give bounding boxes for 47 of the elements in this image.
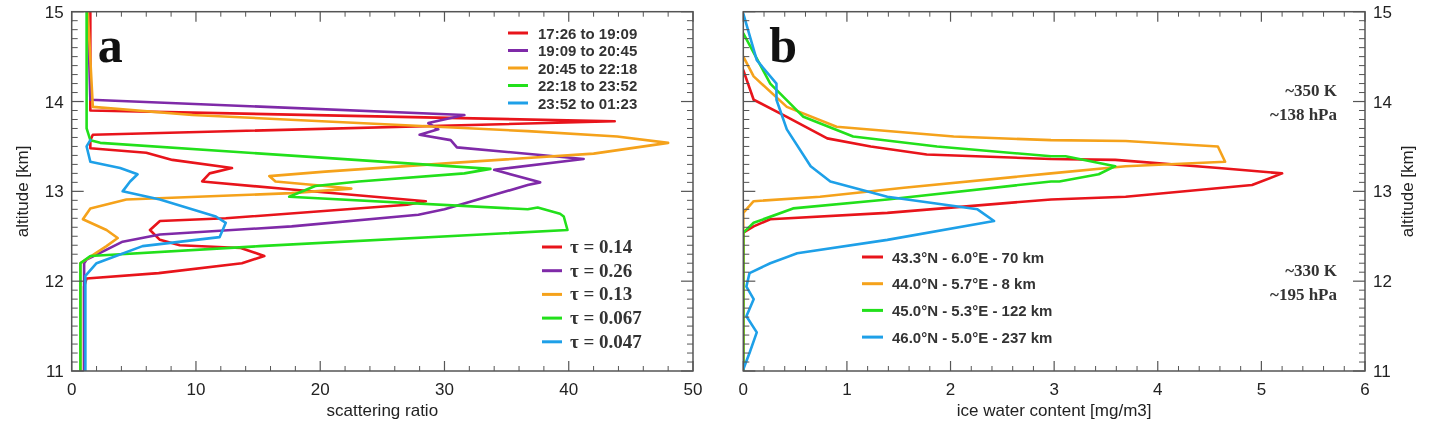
y2-tick-label: 11 <box>1373 362 1391 381</box>
y2-axis-title: altitude [km] <box>1398 145 1417 238</box>
x-tick-label: 6 <box>1360 380 1370 399</box>
x-tick-label: 0 <box>66 380 77 399</box>
annotation: τ = 0.14 <box>570 236 633 257</box>
chart-title: a <box>97 17 123 73</box>
annotation: τ = 0.13 <box>570 283 633 305</box>
x-tick-label: 1 <box>842 380 852 399</box>
y-tick-label: 12 <box>44 272 64 292</box>
annotation: ~350 K <box>1285 81 1338 100</box>
x-tick-label: 10 <box>186 380 206 399</box>
legend-label: 19:09 to 20:45 <box>538 42 638 59</box>
y-axis-title: altitude [km] <box>12 145 32 238</box>
annotation: ~330 K <box>1285 261 1338 280</box>
annotation: τ = 0.067 <box>570 307 643 329</box>
x-tick-label: 40 <box>559 380 579 399</box>
x-axis-title: ice water content [mg/m3] <box>956 401 1152 420</box>
annotation: ~195 hPa <box>1270 285 1338 304</box>
x-tick-label: 2 <box>945 380 956 399</box>
y2-tick-label: 15 <box>1373 2 1392 22</box>
x-axis-title: scattering ratio <box>326 401 439 420</box>
legend-label: 43.3°N - 6.0°E - 70 km <box>892 248 1045 266</box>
x-tick-label: 20 <box>310 380 330 399</box>
x-tick-label: 4 <box>1153 380 1163 399</box>
legend-label: 44.0°N - 5.7°E - 8 km <box>892 275 1036 293</box>
legend-label: 17:26 to 19:09 <box>538 24 638 42</box>
legend-label: 46.0°N - 5.0°E - 237 km <box>892 328 1053 346</box>
x-tick-label: 5 <box>1256 380 1267 399</box>
annotation: τ = 0.047 <box>570 330 643 352</box>
x-tick-label: 0 <box>738 380 749 399</box>
annotation: ~138 hPa <box>1270 105 1338 124</box>
legend-label: 20:45 to 22:18 <box>538 59 638 77</box>
y2-tick-label: 13 <box>1373 182 1392 202</box>
x-tick-label: 30 <box>435 380 454 399</box>
legend-label: 23:52 to 01:23 <box>538 94 638 112</box>
y-tick-label: 14 <box>44 92 64 112</box>
y-tick-label: 11 <box>46 362 64 381</box>
y-tick-label: 15 <box>44 2 64 22</box>
y-tick-label: 13 <box>44 182 64 202</box>
legend-label: 45.0°N - 5.3°E - 122 km <box>892 301 1053 319</box>
x-tick-label: 3 <box>1049 380 1059 399</box>
chart-title: b <box>769 17 798 73</box>
y2-tick-label: 14 <box>1373 92 1392 112</box>
annotation: τ = 0.26 <box>570 259 633 281</box>
y2-tick-label: 12 <box>1373 272 1392 292</box>
legend-label: 22:18 to 23:52 <box>538 77 638 94</box>
x-tick-label: 50 <box>683 380 703 399</box>
